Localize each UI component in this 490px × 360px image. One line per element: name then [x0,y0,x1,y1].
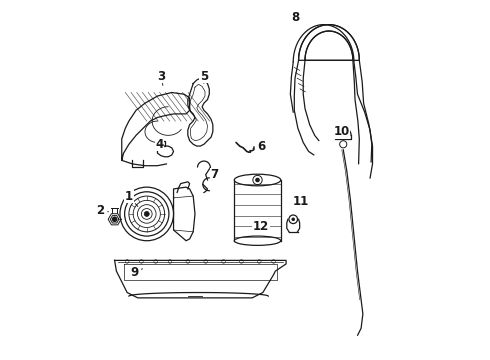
Polygon shape [115,260,286,298]
Text: 5: 5 [200,70,208,84]
Text: 6: 6 [253,140,265,153]
Circle shape [255,178,260,182]
Polygon shape [122,93,190,160]
Text: 10: 10 [333,125,349,139]
Circle shape [144,211,149,216]
Circle shape [292,217,295,221]
Text: 4: 4 [155,138,163,151]
Text: 8: 8 [291,11,299,24]
Ellipse shape [234,174,281,186]
Ellipse shape [234,236,281,246]
Text: 1: 1 [125,190,138,207]
Text: 9: 9 [130,266,143,279]
Text: 11: 11 [292,195,309,208]
Polygon shape [234,180,281,241]
Text: 3: 3 [157,70,165,85]
Polygon shape [173,187,195,241]
Polygon shape [188,78,213,146]
Polygon shape [147,196,184,232]
Circle shape [112,216,118,222]
Text: 12: 12 [253,219,269,233]
Text: 2: 2 [96,204,108,217]
Text: 7: 7 [211,168,219,181]
